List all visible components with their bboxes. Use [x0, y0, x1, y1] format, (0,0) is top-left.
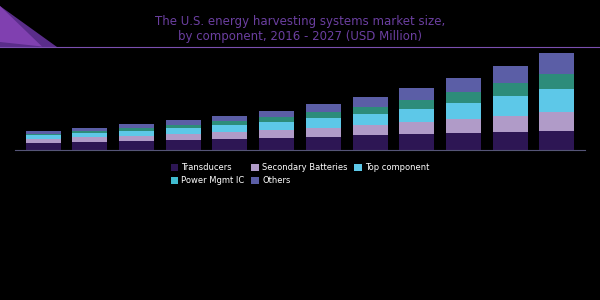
Bar [353, 106, 388, 114]
Bar [166, 134, 201, 140]
Bar [399, 109, 434, 122]
Bar [353, 114, 388, 125]
Bar [72, 131, 107, 134]
Bar [212, 125, 247, 132]
Bar [72, 128, 107, 131]
Title: The U.S. energy harvesting systems market size,
by component, 2016 - 2027 (USD M: The U.S. energy harvesting systems marke… [155, 15, 445, 43]
Bar [493, 132, 528, 150]
Bar [212, 121, 247, 125]
Bar [212, 132, 247, 139]
Bar [493, 96, 528, 116]
Bar [119, 124, 154, 128]
Bar [399, 100, 434, 109]
Bar [26, 135, 61, 139]
Bar [306, 104, 341, 112]
Bar [493, 83, 528, 96]
Bar [119, 131, 154, 136]
Bar [259, 111, 294, 117]
Bar [446, 133, 481, 150]
Legend: Transducers, Power Mgmt IC, Secondary Batteries, Others, Top component: Transducers, Power Mgmt IC, Secondary Ba… [167, 160, 433, 189]
Bar [446, 78, 481, 92]
Bar [166, 140, 201, 150]
Bar [259, 138, 294, 150]
Bar [72, 142, 107, 150]
Bar [119, 128, 154, 131]
Bar [539, 74, 574, 89]
Bar [26, 143, 61, 150]
Bar [493, 116, 528, 132]
Bar [399, 88, 434, 100]
Bar [493, 66, 528, 83]
Bar [353, 135, 388, 150]
Bar [259, 122, 294, 130]
Bar [26, 131, 61, 134]
Bar [446, 119, 481, 133]
Bar [306, 112, 341, 118]
Bar [446, 92, 481, 103]
Bar [166, 128, 201, 134]
Bar [72, 137, 107, 142]
Bar [306, 118, 341, 128]
Bar [353, 97, 388, 106]
Bar [399, 122, 434, 134]
Bar [166, 125, 201, 128]
Bar [119, 141, 154, 150]
Bar [306, 136, 341, 150]
Bar [539, 53, 574, 74]
Bar [26, 134, 61, 135]
Bar [72, 134, 107, 137]
Bar [446, 103, 481, 119]
Bar [539, 89, 574, 112]
Bar [259, 117, 294, 122]
Bar [166, 120, 201, 125]
Bar [399, 134, 434, 150]
Bar [212, 139, 247, 150]
Bar [259, 130, 294, 138]
Bar [539, 131, 574, 150]
Bar [306, 128, 341, 136]
Bar [212, 116, 247, 121]
Bar [353, 125, 388, 135]
Bar [539, 112, 574, 131]
Bar [119, 136, 154, 141]
Bar [26, 139, 61, 143]
